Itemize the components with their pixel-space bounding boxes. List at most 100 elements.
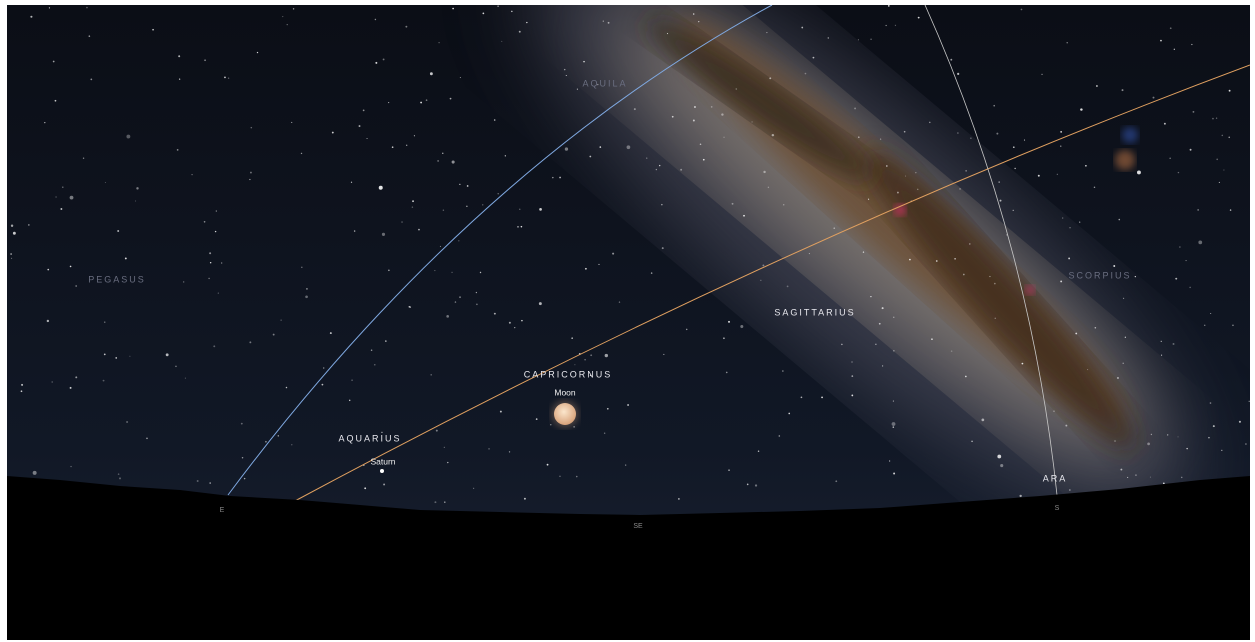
star <box>1228 136 1231 139</box>
star <box>646 157 648 159</box>
star <box>1192 110 1195 113</box>
star <box>763 170 766 174</box>
star <box>409 306 412 308</box>
star <box>728 469 730 471</box>
star <box>243 477 246 480</box>
star <box>612 252 615 255</box>
star <box>466 185 469 187</box>
star <box>762 264 765 267</box>
star <box>954 257 956 260</box>
star <box>30 15 33 18</box>
star <box>935 260 938 262</box>
star <box>766 32 768 34</box>
star <box>573 426 575 428</box>
star <box>497 193 499 195</box>
star <box>227 77 230 79</box>
star <box>1203 324 1206 327</box>
star <box>893 316 895 318</box>
star <box>517 226 519 228</box>
star <box>1228 89 1231 92</box>
star <box>411 206 414 208</box>
star <box>710 106 713 108</box>
star <box>504 155 506 157</box>
star <box>135 200 137 202</box>
star <box>606 407 609 410</box>
star <box>965 375 967 378</box>
star <box>589 155 592 158</box>
star <box>44 122 46 124</box>
star <box>51 381 53 383</box>
star <box>575 475 578 478</box>
star <box>479 271 482 274</box>
star <box>204 59 206 62</box>
star <box>447 461 449 464</box>
star <box>564 147 569 151</box>
star <box>70 465 72 468</box>
star <box>962 273 965 276</box>
star <box>280 319 282 321</box>
star <box>957 72 960 75</box>
constellation-label: AQUARIUS <box>338 433 401 443</box>
star <box>725 371 728 374</box>
star <box>875 343 877 345</box>
star <box>1160 340 1162 342</box>
star <box>413 135 415 137</box>
constellation-label: SCORPIUS <box>1068 270 1131 280</box>
star <box>1041 73 1043 76</box>
star <box>698 21 700 23</box>
star <box>482 204 484 206</box>
star <box>62 186 64 188</box>
star <box>735 88 737 90</box>
star <box>119 477 121 480</box>
star <box>971 440 973 443</box>
star <box>1216 158 1219 161</box>
star <box>412 200 414 203</box>
star <box>885 165 888 167</box>
star <box>250 126 253 129</box>
constellation-label: CAPRICORNUS <box>524 369 613 379</box>
star <box>1134 276 1136 278</box>
star <box>769 77 772 80</box>
star <box>292 8 295 10</box>
star <box>663 353 665 355</box>
star <box>301 266 303 269</box>
star <box>196 480 199 482</box>
star <box>959 188 961 190</box>
star <box>240 422 243 425</box>
star <box>75 285 77 287</box>
star <box>893 472 896 475</box>
star <box>146 437 148 440</box>
star <box>1075 332 1078 335</box>
star <box>382 58 385 61</box>
saturn-marker <box>380 469 384 473</box>
star <box>523 497 526 500</box>
star <box>1221 134 1224 137</box>
star <box>692 13 695 15</box>
star <box>430 374 432 376</box>
star <box>1185 260 1187 262</box>
star <box>439 245 441 247</box>
star <box>385 340 387 342</box>
star <box>851 361 853 363</box>
star <box>854 107 857 110</box>
star <box>997 454 1002 459</box>
star <box>1163 122 1166 125</box>
star <box>306 287 308 290</box>
star <box>862 251 865 253</box>
star <box>1238 420 1241 423</box>
star <box>1166 434 1169 436</box>
star <box>771 133 775 137</box>
star <box>782 370 784 372</box>
star <box>250 171 252 174</box>
star <box>1079 221 1081 223</box>
star <box>535 418 538 420</box>
star <box>401 221 403 223</box>
star <box>10 224 14 227</box>
star <box>1208 436 1210 439</box>
star <box>1012 209 1014 212</box>
star <box>305 295 308 299</box>
star <box>1191 43 1193 46</box>
star <box>388 102 390 104</box>
star <box>1056 173 1058 175</box>
star <box>851 375 854 378</box>
